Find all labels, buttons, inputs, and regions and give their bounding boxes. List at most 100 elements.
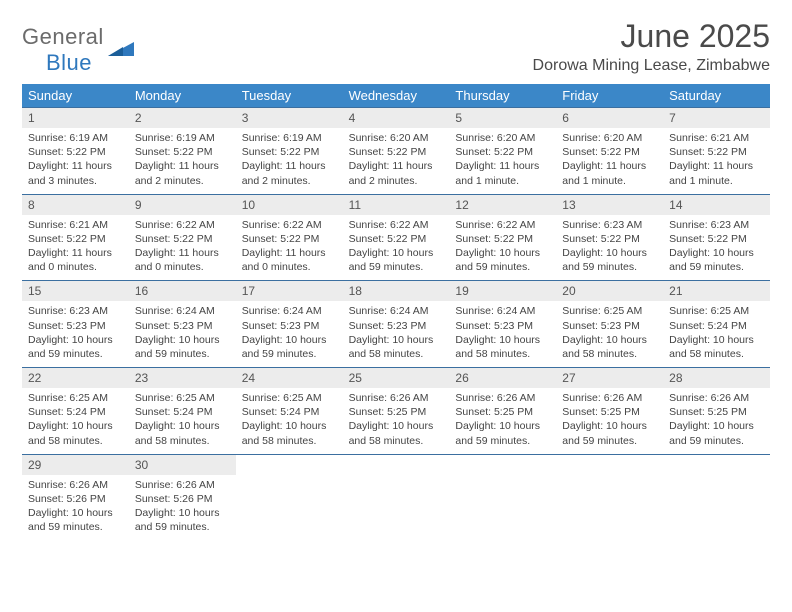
day-number: 24 bbox=[236, 368, 343, 388]
sunrise-line: Sunrise: 6:26 AM bbox=[562, 391, 657, 405]
calendar-day bbox=[236, 455, 343, 541]
daylight-line: Daylight: 11 hours and 1 minute. bbox=[455, 159, 550, 187]
day-number: 20 bbox=[556, 281, 663, 301]
calendar-day: 6Sunrise: 6:20 AMSunset: 5:22 PMDaylight… bbox=[556, 108, 663, 194]
calendar-week: 15Sunrise: 6:23 AMSunset: 5:23 PMDayligh… bbox=[22, 280, 770, 367]
sunrise-line: Sunrise: 6:20 AM bbox=[562, 131, 657, 145]
sunset-line: Sunset: 5:23 PM bbox=[242, 319, 337, 333]
header: General Blue June 2025 Dorowa Mining Lea… bbox=[22, 18, 770, 76]
sunset-line: Sunset: 5:22 PM bbox=[28, 145, 123, 159]
calendar-day: 26Sunrise: 6:26 AMSunset: 5:25 PMDayligh… bbox=[449, 368, 556, 454]
calendar-day bbox=[343, 455, 450, 541]
sunrise-line: Sunrise: 6:25 AM bbox=[28, 391, 123, 405]
sunrise-line: Sunrise: 6:20 AM bbox=[349, 131, 444, 145]
day-number: 18 bbox=[343, 281, 450, 301]
daylight-line: Daylight: 11 hours and 2 minutes. bbox=[135, 159, 230, 187]
day-body: Sunrise: 6:25 AMSunset: 5:24 PMDaylight:… bbox=[236, 388, 343, 454]
daylight-line: Daylight: 11 hours and 0 minutes. bbox=[242, 246, 337, 274]
day-body: Sunrise: 6:24 AMSunset: 5:23 PMDaylight:… bbox=[236, 301, 343, 367]
sunrise-line: Sunrise: 6:25 AM bbox=[135, 391, 230, 405]
day-body: Sunrise: 6:21 AMSunset: 5:22 PMDaylight:… bbox=[22, 215, 129, 281]
calendar-day: 25Sunrise: 6:26 AMSunset: 5:25 PMDayligh… bbox=[343, 368, 450, 454]
day-number: 3 bbox=[236, 108, 343, 128]
sunrise-line: Sunrise: 6:23 AM bbox=[562, 218, 657, 232]
sunset-line: Sunset: 5:22 PM bbox=[455, 145, 550, 159]
day-body: Sunrise: 6:22 AMSunset: 5:22 PMDaylight:… bbox=[449, 215, 556, 281]
sunrise-line: Sunrise: 6:23 AM bbox=[669, 218, 764, 232]
calendar-day: 3Sunrise: 6:19 AMSunset: 5:22 PMDaylight… bbox=[236, 108, 343, 194]
sunrise-line: Sunrise: 6:26 AM bbox=[135, 478, 230, 492]
sunrise-line: Sunrise: 6:22 AM bbox=[455, 218, 550, 232]
day-number: 23 bbox=[129, 368, 236, 388]
sunrise-line: Sunrise: 6:22 AM bbox=[349, 218, 444, 232]
logo: General Blue bbox=[22, 24, 134, 76]
day-number: 17 bbox=[236, 281, 343, 301]
day-number: 14 bbox=[663, 195, 770, 215]
calendar-day: 21Sunrise: 6:25 AMSunset: 5:24 PMDayligh… bbox=[663, 281, 770, 367]
calendar-day: 28Sunrise: 6:26 AMSunset: 5:25 PMDayligh… bbox=[663, 368, 770, 454]
day-body: Sunrise: 6:22 AMSunset: 5:22 PMDaylight:… bbox=[236, 215, 343, 281]
day-number: 8 bbox=[22, 195, 129, 215]
daylight-line: Daylight: 10 hours and 59 minutes. bbox=[135, 506, 230, 534]
sunrise-line: Sunrise: 6:21 AM bbox=[28, 218, 123, 232]
day-number: 21 bbox=[663, 281, 770, 301]
daylight-line: Daylight: 11 hours and 0 minutes. bbox=[135, 246, 230, 274]
day-body: Sunrise: 6:24 AMSunset: 5:23 PMDaylight:… bbox=[343, 301, 450, 367]
calendar-day: 22Sunrise: 6:25 AMSunset: 5:24 PMDayligh… bbox=[22, 368, 129, 454]
sunset-line: Sunset: 5:22 PM bbox=[242, 145, 337, 159]
sunset-line: Sunset: 5:22 PM bbox=[135, 145, 230, 159]
daylight-line: Daylight: 10 hours and 58 minutes. bbox=[349, 419, 444, 447]
daylight-line: Daylight: 10 hours and 59 minutes. bbox=[669, 419, 764, 447]
sunrise-line: Sunrise: 6:26 AM bbox=[349, 391, 444, 405]
sunset-line: Sunset: 5:22 PM bbox=[562, 232, 657, 246]
sunset-line: Sunset: 5:25 PM bbox=[349, 405, 444, 419]
sunrise-line: Sunrise: 6:23 AM bbox=[28, 304, 123, 318]
calendar-day bbox=[663, 455, 770, 541]
daylight-line: Daylight: 11 hours and 2 minutes. bbox=[242, 159, 337, 187]
daylight-line: Daylight: 10 hours and 59 minutes. bbox=[455, 419, 550, 447]
sunset-line: Sunset: 5:23 PM bbox=[135, 319, 230, 333]
daylight-line: Daylight: 10 hours and 59 minutes. bbox=[135, 333, 230, 361]
day-body: Sunrise: 6:26 AMSunset: 5:25 PMDaylight:… bbox=[663, 388, 770, 454]
calendar-day: 11Sunrise: 6:22 AMSunset: 5:22 PMDayligh… bbox=[343, 195, 450, 281]
daylight-line: Daylight: 10 hours and 58 minutes. bbox=[455, 333, 550, 361]
calendar-day: 30Sunrise: 6:26 AMSunset: 5:26 PMDayligh… bbox=[129, 455, 236, 541]
weekday-header: Sunday bbox=[22, 84, 129, 107]
day-number: 10 bbox=[236, 195, 343, 215]
day-body: Sunrise: 6:24 AMSunset: 5:23 PMDaylight:… bbox=[449, 301, 556, 367]
calendar-day: 24Sunrise: 6:25 AMSunset: 5:24 PMDayligh… bbox=[236, 368, 343, 454]
calendar-day: 8Sunrise: 6:21 AMSunset: 5:22 PMDaylight… bbox=[22, 195, 129, 281]
calendar-day: 13Sunrise: 6:23 AMSunset: 5:22 PMDayligh… bbox=[556, 195, 663, 281]
daylight-line: Daylight: 10 hours and 59 minutes. bbox=[28, 506, 123, 534]
sunrise-line: Sunrise: 6:19 AM bbox=[242, 131, 337, 145]
sunset-line: Sunset: 5:25 PM bbox=[669, 405, 764, 419]
day-body: Sunrise: 6:26 AMSunset: 5:26 PMDaylight:… bbox=[129, 475, 236, 541]
day-number: 26 bbox=[449, 368, 556, 388]
day-number: 27 bbox=[556, 368, 663, 388]
day-body: Sunrise: 6:20 AMSunset: 5:22 PMDaylight:… bbox=[343, 128, 450, 194]
daylight-line: Daylight: 10 hours and 58 minutes. bbox=[242, 419, 337, 447]
sunrise-line: Sunrise: 6:25 AM bbox=[669, 304, 764, 318]
day-number: 11 bbox=[343, 195, 450, 215]
sunset-line: Sunset: 5:23 PM bbox=[28, 319, 123, 333]
calendar-day: 10Sunrise: 6:22 AMSunset: 5:22 PMDayligh… bbox=[236, 195, 343, 281]
sunrise-line: Sunrise: 6:25 AM bbox=[242, 391, 337, 405]
calendar-day: 18Sunrise: 6:24 AMSunset: 5:23 PMDayligh… bbox=[343, 281, 450, 367]
weekday-header: Wednesday bbox=[343, 84, 450, 107]
day-body: Sunrise: 6:19 AMSunset: 5:22 PMDaylight:… bbox=[22, 128, 129, 194]
weekday-header: Tuesday bbox=[236, 84, 343, 107]
weekday-header: Saturday bbox=[663, 84, 770, 107]
day-body: Sunrise: 6:22 AMSunset: 5:22 PMDaylight:… bbox=[129, 215, 236, 281]
calendar-day: 27Sunrise: 6:26 AMSunset: 5:25 PMDayligh… bbox=[556, 368, 663, 454]
day-body: Sunrise: 6:25 AMSunset: 5:23 PMDaylight:… bbox=[556, 301, 663, 367]
day-body: Sunrise: 6:25 AMSunset: 5:24 PMDaylight:… bbox=[129, 388, 236, 454]
sunset-line: Sunset: 5:24 PM bbox=[28, 405, 123, 419]
day-body: Sunrise: 6:19 AMSunset: 5:22 PMDaylight:… bbox=[236, 128, 343, 194]
day-body: Sunrise: 6:26 AMSunset: 5:25 PMDaylight:… bbox=[343, 388, 450, 454]
sunrise-line: Sunrise: 6:22 AM bbox=[242, 218, 337, 232]
sunset-line: Sunset: 5:22 PM bbox=[349, 145, 444, 159]
day-number: 15 bbox=[22, 281, 129, 301]
sunset-line: Sunset: 5:22 PM bbox=[562, 145, 657, 159]
sunset-line: Sunset: 5:22 PM bbox=[669, 232, 764, 246]
day-number: 19 bbox=[449, 281, 556, 301]
